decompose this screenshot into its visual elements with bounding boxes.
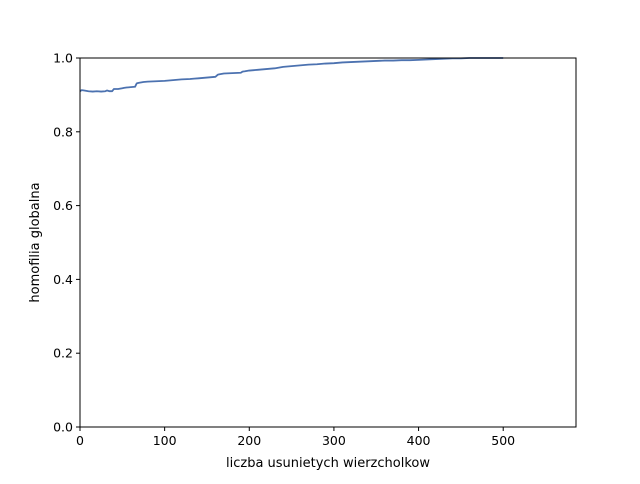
- x-tick-label: 300: [322, 433, 346, 448]
- plot-frame: [79, 57, 577, 428]
- x-axis-ticks: 0 100 200 300 400 500: [76, 427, 515, 448]
- y-tick-label: 0.0: [53, 420, 73, 435]
- y-tick-label: 0.8: [53, 124, 73, 139]
- y-axis-label: homofilia globalna: [28, 182, 43, 302]
- y-tick-label: 0.2: [53, 346, 73, 361]
- y-axis-ticks: 0.0 0.2 0.4 0.6 0.8 1.0: [53, 51, 80, 435]
- series-line-0: [79, 57, 504, 93]
- series-layer: [79, 57, 504, 93]
- x-tick-label: 400: [407, 433, 431, 448]
- x-tick-label: 100: [153, 433, 177, 448]
- x-tick-label: 0: [76, 433, 84, 448]
- y-tick-label: 0.4: [53, 272, 73, 287]
- y-tick-label: 0.6: [53, 198, 73, 213]
- x-tick-label: 500: [491, 433, 515, 448]
- x-tick-label: 200: [237, 433, 261, 448]
- y-tick-label: 1.0: [53, 51, 73, 66]
- x-axis-label: liczba usunietych wierzcholkow: [226, 456, 430, 471]
